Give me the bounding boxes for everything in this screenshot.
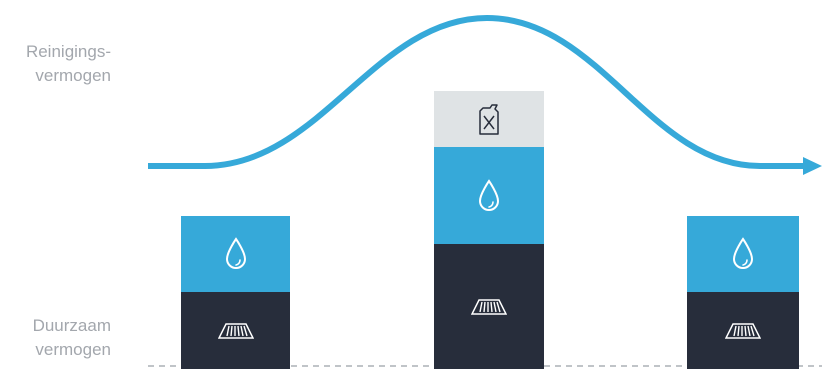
cleaning-power-curve: [148, 14, 806, 169]
floor-pad-icon: [471, 298, 507, 315]
chemical-canister-icon: [479, 104, 499, 135]
cleaning-power-label-line1: Reinigings-: [25, 42, 111, 61]
water-drop-icon: [225, 237, 246, 269]
floor-pad-icon: [217, 322, 254, 339]
center-base-block: [434, 244, 544, 369]
cleaning-power-label: Reinigings- vermogen: [26, 40, 111, 88]
left-water-block: [181, 216, 290, 292]
right-base-block: [687, 292, 799, 369]
water-drop-icon: [732, 237, 754, 269]
cleaning-power-label-line2: vermogen: [35, 66, 111, 85]
water-drop-icon: [478, 178, 500, 211]
sustainable-power-label-line1: Duurzaam: [32, 316, 111, 335]
sustainable-power-label-line2: vermogen: [35, 340, 111, 359]
center-water-block: [434, 147, 544, 244]
sustainable-power-label: Duurzaam vermogen: [33, 314, 111, 362]
floor-pad-icon: [725, 322, 761, 339]
left-base-block: [181, 292, 290, 369]
center-chemical-block: [434, 91, 544, 147]
right-water-block: [687, 216, 799, 292]
curve-arrowhead: [803, 157, 822, 175]
